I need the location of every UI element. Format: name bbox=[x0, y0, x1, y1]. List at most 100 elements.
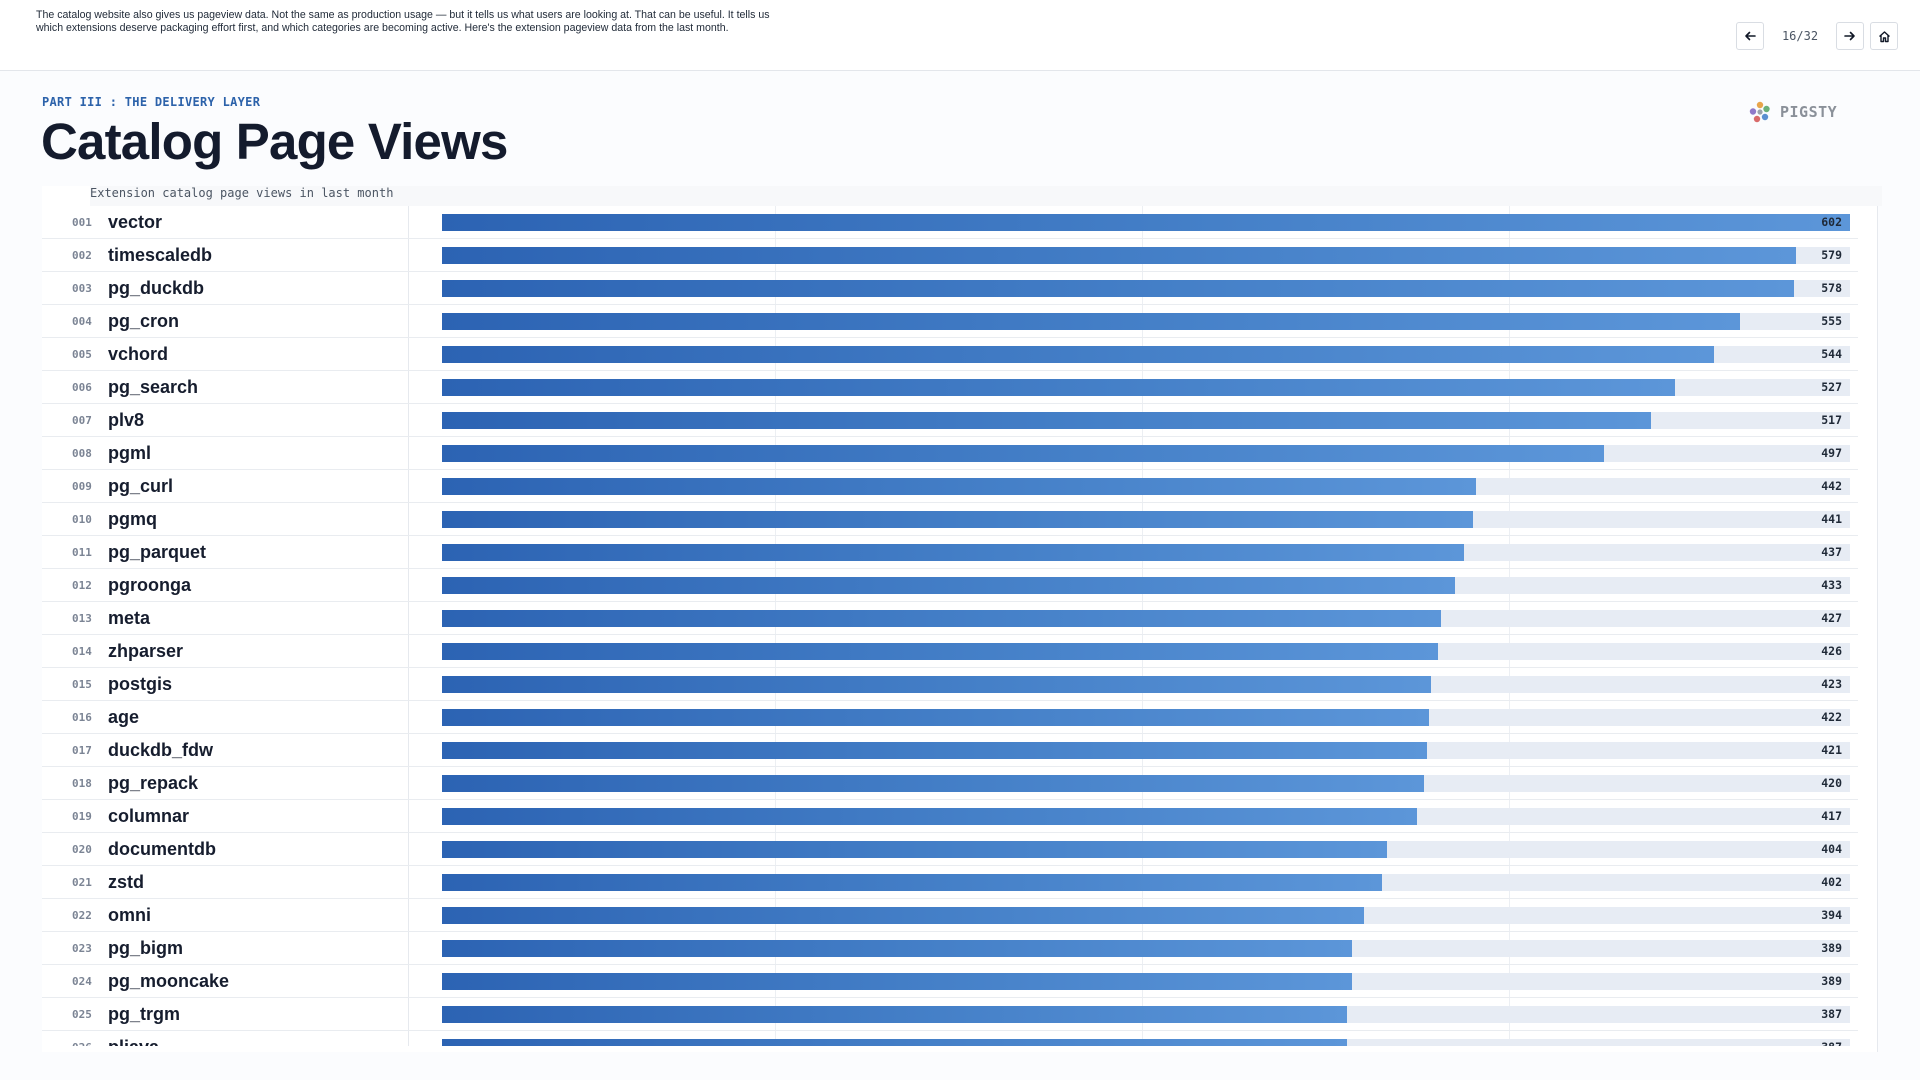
chart-row: 007 plv8 517 bbox=[42, 404, 1858, 437]
row-rank: 023 bbox=[72, 942, 92, 955]
category-label: pljava bbox=[108, 1031, 159, 1046]
category-label: pg_cron bbox=[108, 311, 180, 331]
chart-row: 002 timescaledb 579 bbox=[42, 239, 1858, 272]
bar bbox=[442, 346, 1715, 363]
data-label: 578 bbox=[1821, 281, 1842, 295]
chart-row: 003 pg_duckdb 578 bbox=[42, 272, 1858, 305]
bar-track: 394 bbox=[442, 907, 1850, 924]
category-label: pgml bbox=[108, 443, 151, 463]
next-slide-button[interactable] bbox=[1836, 22, 1864, 50]
chart-row: 022 omni 394 bbox=[42, 899, 1858, 932]
row-rank: 021 bbox=[72, 876, 92, 889]
category-label: zstd bbox=[108, 872, 144, 892]
chart-row: 006 pg_search 527 bbox=[42, 371, 1858, 404]
data-label: 387 bbox=[1821, 1039, 1842, 1046]
pageview-chart: Extension catalog page views in last mon… bbox=[42, 186, 1882, 1052]
data-label: 497 bbox=[1821, 446, 1842, 460]
pigsty-logo-icon bbox=[1749, 101, 1770, 123]
category-label: pg_trgm bbox=[108, 1004, 180, 1024]
bar-track: 420 bbox=[442, 775, 1850, 792]
bar-track: 422 bbox=[442, 709, 1850, 726]
category-label: timescaledb bbox=[108, 245, 213, 265]
chart-row: 018 pg_repack 420 bbox=[42, 767, 1858, 800]
bar bbox=[442, 940, 1352, 957]
slide-navigation: 16/32 bbox=[1736, 22, 1898, 50]
bar-track: 417 bbox=[442, 808, 1850, 825]
bar-track: 433 bbox=[442, 577, 1850, 594]
chart-row: 014 zhparser 426 bbox=[42, 635, 1858, 668]
arrow-right-icon bbox=[1844, 31, 1855, 41]
row-rank: 008 bbox=[72, 447, 92, 460]
category-label: pgmq bbox=[108, 509, 157, 529]
bar bbox=[442, 709, 1429, 726]
category-label: age bbox=[108, 707, 140, 727]
row-rank: 011 bbox=[72, 546, 92, 559]
bar-track: 389 bbox=[442, 940, 1850, 957]
row-rank: 004 bbox=[72, 315, 92, 328]
category-label: pg_bigm bbox=[108, 938, 183, 958]
bar bbox=[442, 676, 1432, 693]
bar bbox=[442, 973, 1352, 990]
chart-title: Extension catalog page views in last mon… bbox=[90, 186, 394, 200]
data-label: 387 bbox=[1821, 1007, 1842, 1021]
bar-track: 578 bbox=[442, 280, 1850, 297]
data-label: 426 bbox=[1821, 644, 1842, 658]
row-rank: 009 bbox=[72, 480, 92, 493]
row-rank: 025 bbox=[72, 1008, 92, 1021]
data-label: 602 bbox=[1821, 215, 1842, 229]
data-label: 527 bbox=[1821, 380, 1842, 394]
bar-track: 527 bbox=[442, 379, 1850, 396]
home-button[interactable] bbox=[1870, 22, 1898, 50]
chart-row: 009 pg_curl 442 bbox=[42, 470, 1858, 503]
category-label: pg_parquet bbox=[108, 542, 207, 562]
bar bbox=[442, 1039, 1348, 1046]
name-column-separator bbox=[408, 206, 409, 1046]
bar bbox=[442, 313, 1741, 330]
category-label: vchord bbox=[108, 344, 169, 364]
pigsty-logo: PIGSTY bbox=[1748, 100, 1837, 124]
row-rank: 005 bbox=[72, 348, 92, 361]
row-rank: 006 bbox=[72, 381, 92, 394]
bar bbox=[442, 841, 1387, 858]
row-rank: 012 bbox=[72, 579, 92, 592]
bar bbox=[442, 214, 1850, 231]
bar-track: 497 bbox=[442, 445, 1850, 462]
bar bbox=[442, 577, 1455, 594]
data-label: 389 bbox=[1821, 941, 1842, 955]
chart-row: 017 duckdb_fdw 421 bbox=[42, 734, 1858, 767]
chart-row: 008 pgml 497 bbox=[42, 437, 1858, 470]
arrow-left-icon bbox=[1745, 31, 1756, 41]
chart-row: 023 pg_bigm 389 bbox=[42, 932, 1858, 965]
category-label: pgroonga bbox=[108, 575, 191, 595]
bar bbox=[442, 775, 1425, 792]
chart-row: 026 pljava 387 bbox=[42, 1031, 1858, 1046]
bar-track: 579 bbox=[442, 247, 1850, 264]
previous-slide-button[interactable] bbox=[1736, 22, 1764, 50]
row-rank: 022 bbox=[72, 909, 92, 922]
chart-row: 020 documentdb 404 bbox=[42, 833, 1858, 866]
chart-row: 005 vchord 544 bbox=[42, 338, 1858, 371]
bar bbox=[442, 412, 1652, 429]
data-label: 437 bbox=[1821, 545, 1842, 559]
bar-track: 602 bbox=[442, 214, 1850, 231]
data-label: 420 bbox=[1821, 776, 1842, 790]
bar-track: 387 bbox=[442, 1006, 1850, 1023]
bar-track: 555 bbox=[442, 313, 1850, 330]
slide-counter: 16/32 bbox=[1781, 29, 1819, 43]
row-rank: 015 bbox=[72, 678, 92, 691]
chart-header bbox=[90, 186, 1882, 206]
row-rank: 018 bbox=[72, 777, 92, 790]
bar-track: 387 bbox=[442, 1039, 1850, 1046]
data-label: 417 bbox=[1821, 809, 1842, 823]
row-rank: 024 bbox=[72, 975, 92, 988]
data-label: 442 bbox=[1821, 479, 1842, 493]
bar bbox=[442, 445, 1605, 462]
bar bbox=[442, 610, 1441, 627]
category-label: pg_mooncake bbox=[108, 971, 230, 991]
chart-row: 021 zstd 402 bbox=[42, 866, 1858, 899]
bar bbox=[442, 643, 1439, 660]
chart-row: 010 pgmq 441 bbox=[42, 503, 1858, 536]
category-label: omni bbox=[108, 905, 151, 925]
category-label: meta bbox=[108, 608, 151, 628]
data-label: 423 bbox=[1821, 677, 1842, 691]
